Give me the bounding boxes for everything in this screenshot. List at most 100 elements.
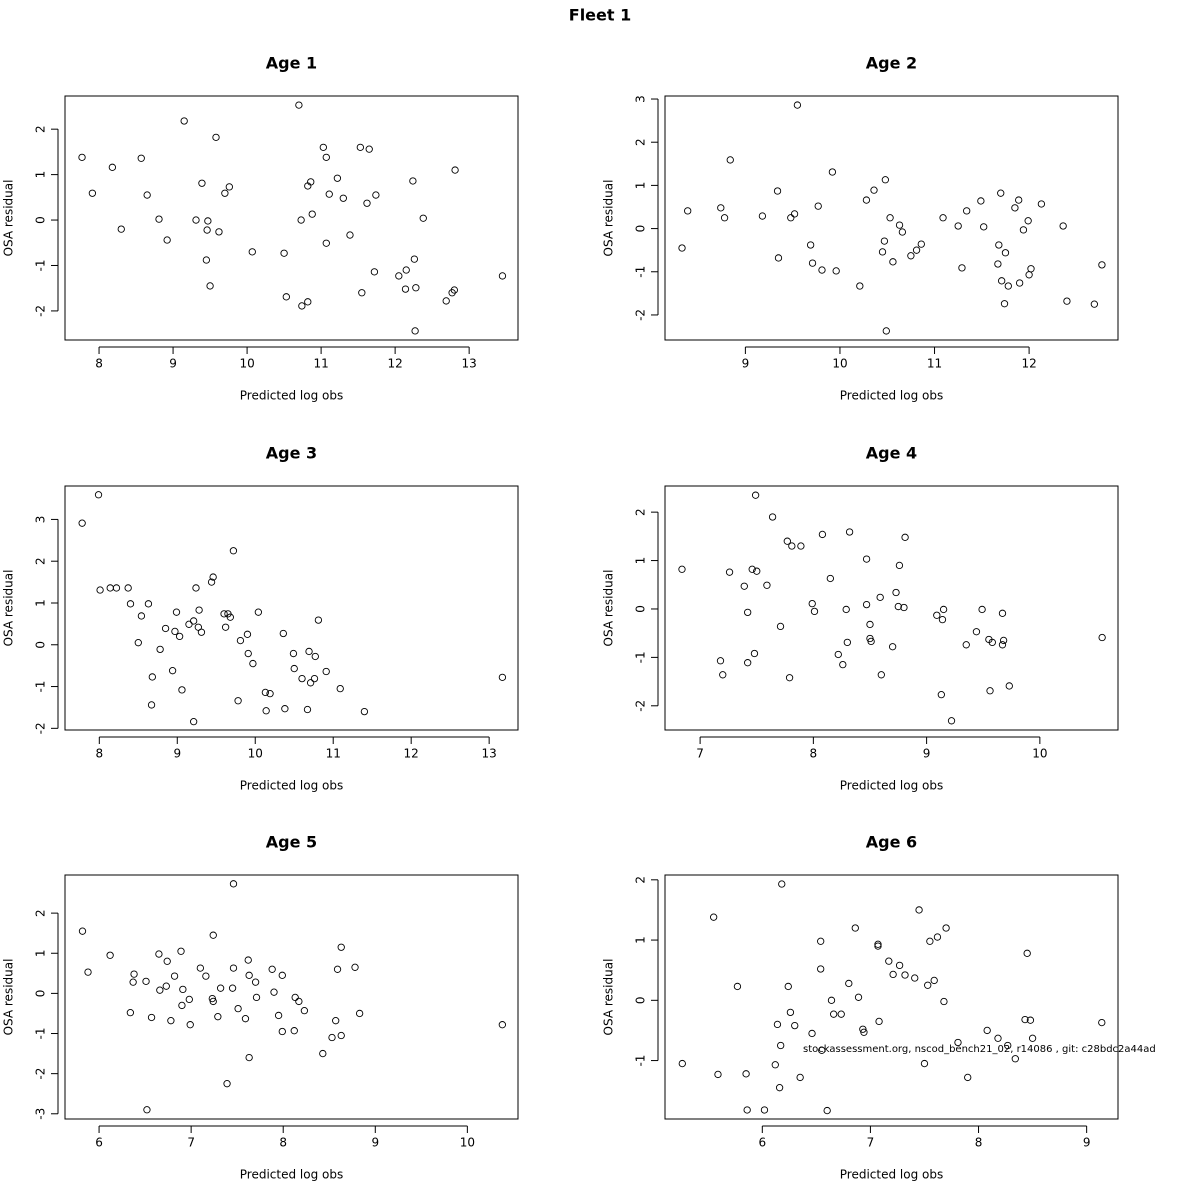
point (895, 961, 904, 970)
point (823, 1106, 831, 1115)
point (88, 189, 97, 197)
point (1015, 279, 1024, 287)
point (189, 717, 198, 726)
point (1063, 297, 1071, 305)
point (790, 210, 799, 218)
point (719, 671, 727, 679)
x-tick-label: 8 (279, 1136, 287, 1150)
y-tick-label: 1 (634, 936, 648, 944)
y-tick-label: 0 (34, 216, 48, 224)
point (1004, 282, 1012, 290)
point (209, 573, 217, 581)
point (1025, 271, 1033, 279)
point (986, 687, 994, 695)
point (402, 266, 410, 274)
y-axis-label: OSA residual (2, 570, 16, 647)
point (360, 707, 369, 716)
y-tick-label: 1 (34, 171, 48, 179)
point (137, 154, 145, 162)
point (243, 630, 252, 638)
point (684, 207, 692, 215)
point (161, 624, 170, 633)
point (889, 258, 897, 266)
x-tick-label: 7 (696, 747, 704, 761)
point (163, 957, 171, 965)
point (1004, 1041, 1012, 1050)
point (753, 567, 761, 575)
point (787, 214, 795, 222)
point (907, 252, 915, 260)
x-tick-label: 12 (387, 357, 402, 371)
point (837, 1010, 845, 1018)
point (977, 197, 985, 205)
point (881, 176, 890, 184)
point (162, 982, 170, 990)
point (740, 582, 748, 590)
point (337, 943, 345, 951)
point (244, 649, 252, 658)
point (882, 327, 890, 335)
y-tick-label: 1 (634, 182, 648, 190)
y-tick-label: -1 (634, 651, 648, 663)
y-tick-label: 0 (34, 641, 48, 649)
point (1021, 1015, 1029, 1024)
point (773, 187, 782, 195)
point (845, 979, 853, 988)
point (322, 667, 330, 676)
point (763, 581, 771, 589)
point (261, 688, 270, 697)
point (828, 168, 837, 176)
x-tick-label: 9 (1083, 1136, 1091, 1150)
point (129, 978, 137, 986)
point (112, 584, 121, 592)
y-tick-label: 0 (634, 996, 648, 1004)
x-axis-label: Predicted log obs (840, 779, 943, 793)
y-axis-label: OSA residual (602, 570, 616, 647)
point (216, 984, 225, 992)
figure-title: Fleet 1 (569, 6, 631, 25)
point (295, 101, 303, 109)
x-axis-label: Predicted log obs (240, 779, 343, 793)
x-tick-label: 9 (923, 747, 931, 761)
y-tick-label: -2 (34, 1068, 48, 1080)
y-tick-label: 0 (634, 225, 648, 233)
point (78, 927, 87, 935)
point (818, 1046, 826, 1054)
point (409, 177, 417, 185)
point (954, 1038, 962, 1047)
point (997, 189, 1005, 197)
point (372, 191, 380, 199)
point (223, 1080, 231, 1088)
y-tick-label: 2 (34, 557, 48, 565)
y-tick-label: 3 (634, 95, 648, 103)
point (874, 940, 882, 948)
point (775, 1084, 784, 1092)
point (291, 993, 299, 1002)
panel-title: Age 3 (266, 444, 317, 463)
panel-title: Age 4 (866, 444, 917, 463)
y-tick-label: -1 (34, 259, 48, 271)
point (106, 951, 114, 959)
point (742, 1070, 750, 1078)
point (351, 963, 359, 971)
y-axis-label: OSA residual (602, 180, 616, 257)
panel: Age 6 Predicted log obs OSA residual 6 7 8 9 -1… (602, 833, 1119, 1182)
point (234, 1004, 242, 1013)
point (760, 1106, 769, 1114)
y-tick-label: 2 (34, 909, 48, 917)
point (892, 588, 900, 597)
point (214, 1013, 222, 1021)
point (771, 1061, 779, 1069)
point (195, 606, 203, 614)
point (137, 612, 146, 620)
point (1059, 222, 1067, 230)
point (143, 1106, 151, 1114)
point (1028, 1034, 1037, 1042)
point (874, 942, 882, 950)
point (920, 1059, 929, 1068)
y-tick-label: -1 (34, 681, 48, 693)
y-tick-label: -2 (634, 309, 648, 321)
point (363, 199, 371, 207)
point (964, 1073, 972, 1082)
point (96, 586, 104, 594)
